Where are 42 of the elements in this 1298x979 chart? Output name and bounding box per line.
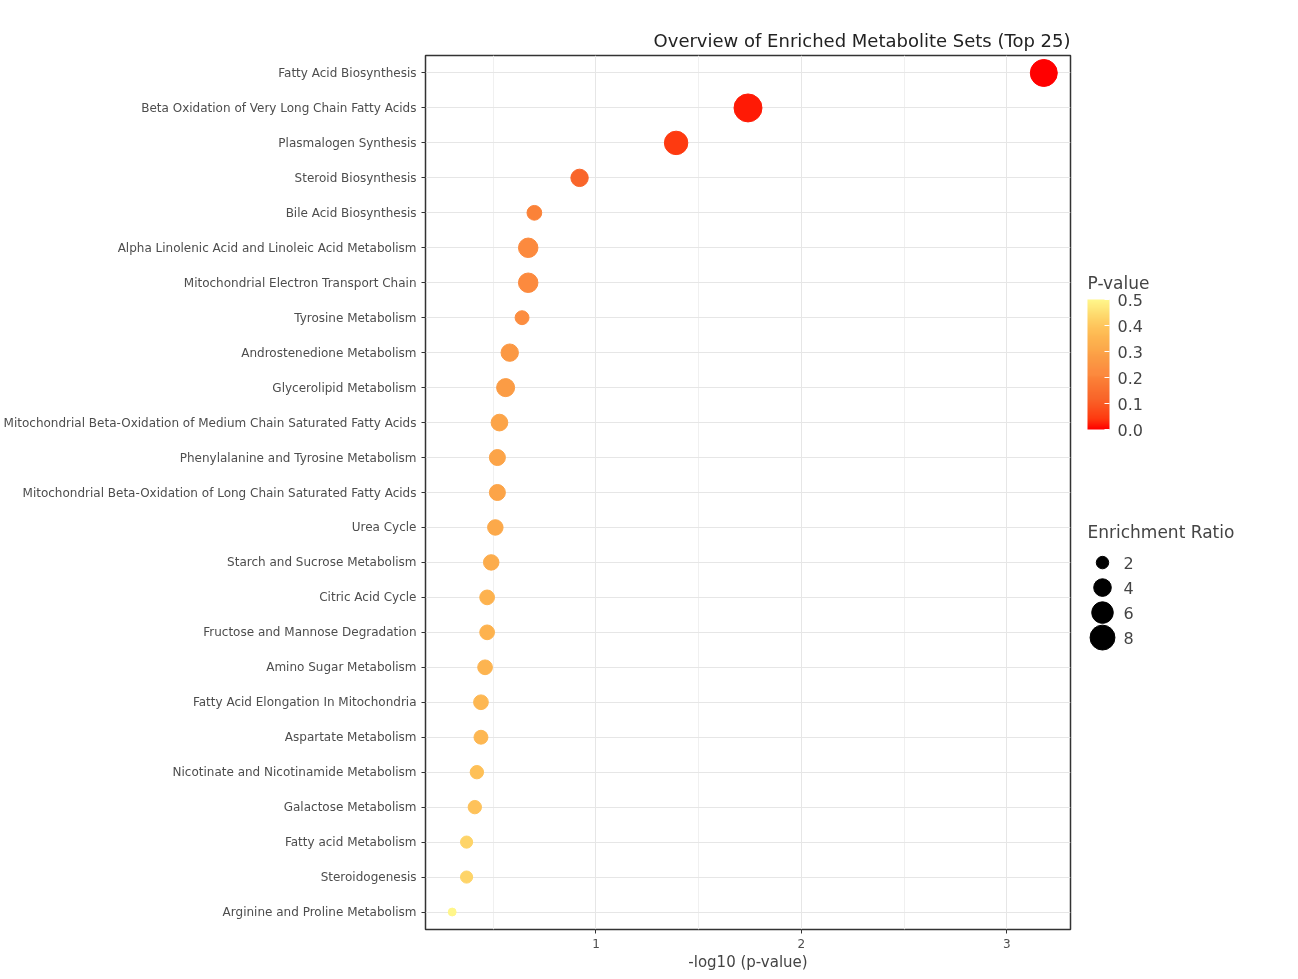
- y-tick-label: Bile Acid Biosynthesis: [285, 205, 417, 220]
- x-tick-label: 3: [1003, 936, 1011, 951]
- color-bar-label: 0.5: [1117, 290, 1143, 310]
- y-tick-label: Citric Acid Cycle: [319, 590, 417, 605]
- y-tick-label: Arginine and Proline Metabolism: [222, 905, 417, 920]
- y-tick-label: Fatty Acid Biosynthesis: [278, 65, 417, 80]
- legend-label: 6: [1123, 603, 1134, 623]
- legend-title: Enrichment Ratio: [1087, 522, 1235, 543]
- y-tick-label: Plasmalogen Synthesis: [278, 135, 417, 150]
- y-tick-label: Glycerolipid Metabolism: [272, 380, 417, 395]
- y-tick-label: Mitochondrial Electron Transport Chain: [183, 275, 417, 290]
- color-bar-label: 0.3: [1117, 342, 1143, 362]
- x-tick-label: 1: [592, 936, 600, 951]
- y-tick-label: Mitochondrial Beta-Oxidation of Long Chain Saturated Fatty Acids: [22, 485, 417, 500]
- y-tick-label: Galactose Metabolism: [283, 800, 417, 815]
- y-tick-label: Fructose and Mannose Degradation: [203, 625, 417, 640]
- color-bar-title: P-value: [1087, 272, 1150, 293]
- color-bar-label: 0.1: [1117, 394, 1143, 414]
- y-tick-label: Urea Cycle: [351, 520, 417, 535]
- legend-label: 4: [1123, 578, 1134, 598]
- legend-label: 2: [1123, 553, 1134, 573]
- color-bar-label: 0.0: [1117, 420, 1143, 440]
- color-bar-label: 0.4: [1117, 316, 1143, 336]
- y-tick-label: Fatty Acid Elongation In Mitochondria: [192, 695, 417, 710]
- y-tick-label: Steroid Biosynthesis: [294, 170, 417, 185]
- y-tick-label: Androstenedione Metabolism: [241, 345, 417, 360]
- chart-title: Overview of Enriched Metabolite Sets (Top 25): [653, 29, 1071, 51]
- y-tick-label: Fatty acid Metabolism: [284, 835, 417, 850]
- y-tick-label: Tyrosine Metabolism: [293, 310, 417, 325]
- y-tick-label: Amino Sugar Metabolism: [266, 660, 417, 675]
- y-tick-label: Alpha Linolenic Acid and Linoleic Acid Metabolism: [117, 240, 417, 255]
- y-tick-label: Beta Oxidation of Very Long Chain Fatty Acids: [141, 100, 417, 115]
- color-bar-label: 0.2: [1117, 368, 1143, 388]
- y-tick-label: Aspartate Metabolism: [284, 730, 417, 745]
- y-tick-label: Starch and Sucrose Metabolism: [227, 555, 417, 570]
- y-tick-label: Nicotinate and Nicotinamide Metabolism: [172, 765, 417, 780]
- y-tick-label: Phenylalanine and Tyrosine Metabolism: [179, 450, 417, 465]
- y-tick-label: Steroidogenesis: [320, 870, 417, 885]
- x-axis-title: -log10 (p-value): [688, 952, 808, 971]
- y-tick-label: Mitochondrial Beta-Oxidation of Medium Chain Saturated Fatty Acids: [3, 415, 417, 430]
- x-tick-label: 2: [797, 936, 806, 951]
- legend-label: 8: [1123, 628, 1134, 648]
